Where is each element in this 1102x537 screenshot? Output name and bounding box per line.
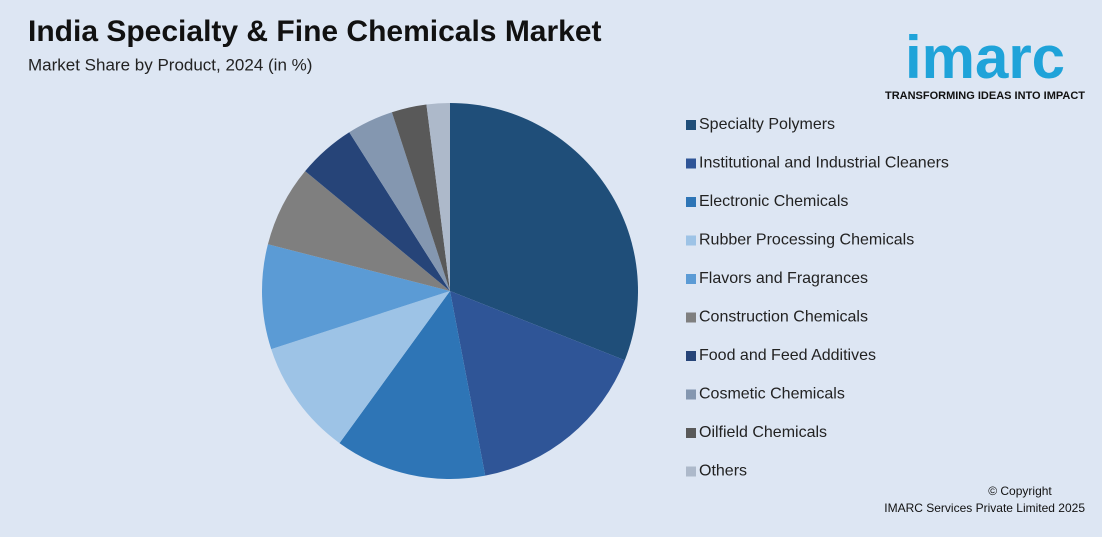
legend-label: Specialty Polymers <box>699 116 835 133</box>
legend-swatch <box>686 466 696 477</box>
legend-label: Construction Chemicals <box>699 309 868 326</box>
legend-label: Institutional and Industrial Cleaners <box>699 155 949 172</box>
copyright: IMARC Services Private Limited 2025 <box>884 501 1085 515</box>
pie-slice <box>305 132 450 291</box>
copyright: © Copyright <box>988 484 1052 498</box>
legend-swatch <box>686 274 696 284</box>
pie-slice <box>271 291 450 444</box>
chart-title: India Specialty & Fine Chemicals Market <box>28 15 602 48</box>
logo: imarc TRANSFORMING IDEAS INTO IMPACT <box>885 24 1085 102</box>
pie-slice <box>267 171 450 291</box>
pie-slice <box>450 103 638 361</box>
legend-label: Food and Feed Additives <box>699 347 876 364</box>
logo-tagline: TRANSFORMING IDEAS INTO IMPACT <box>885 90 1085 102</box>
legend-swatch <box>686 389 696 400</box>
chart-subtitle: Market Share by Product, 2024 (in %) <box>28 55 312 74</box>
legend-swatch <box>686 351 696 361</box>
pie-slice <box>339 291 486 479</box>
legend-label: Rubber Processing Chemicals <box>699 232 914 249</box>
pie-slice <box>426 103 450 291</box>
legend-swatch <box>686 158 696 169</box>
pie-slice <box>391 104 450 291</box>
pie-slice <box>349 112 450 291</box>
legend-swatch <box>686 235 696 246</box>
legend-swatch <box>686 120 696 130</box>
legend-label: Oilfield Chemicals <box>699 424 827 441</box>
pie-slice <box>262 244 450 350</box>
legend-swatch <box>686 197 696 207</box>
legend-label: Flavors and Fragrances <box>699 270 868 287</box>
legend-label: Electronic Chemicals <box>699 193 848 210</box>
legend-label: Cosmetic Chemicals <box>699 386 845 403</box>
legend-swatch <box>686 312 696 323</box>
logo-name: imarc <box>905 24 1065 91</box>
legend-label: Others <box>699 463 747 480</box>
pie-slice <box>450 291 625 476</box>
legend-swatch <box>686 428 696 438</box>
